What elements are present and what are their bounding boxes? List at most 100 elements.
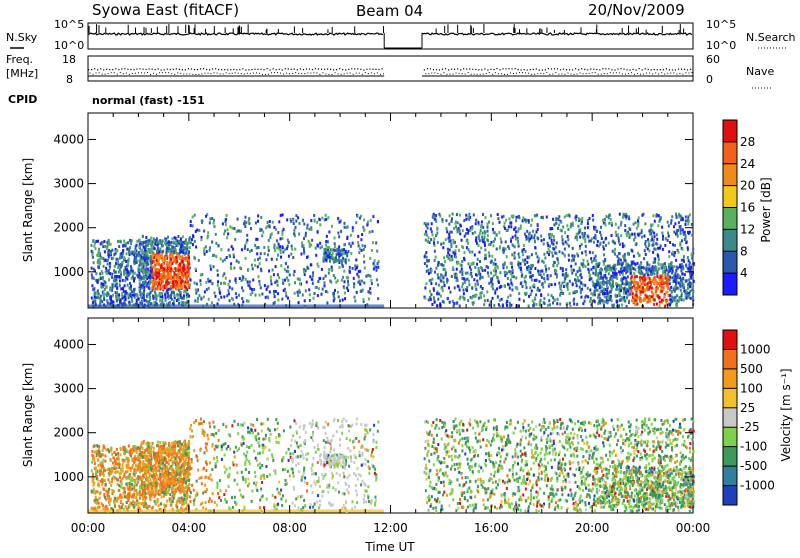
echo-pixel [509,287,511,290]
echo-pixel [183,263,185,266]
echo-pixel [616,300,618,303]
echo-pixel [482,226,484,229]
echo-pixel [225,218,227,221]
echo-pixel [125,298,127,301]
echo-pixel [546,277,548,280]
echo-pixel [134,249,136,252]
echo-pixel [207,278,209,281]
echo-pixel [116,283,118,286]
freq-dot [266,68,267,69]
echo-pixel [228,249,230,252]
echo-pixel [503,249,505,252]
echo-pixel [274,295,276,298]
echo-pixel [662,248,664,251]
echo-pixel [538,273,540,276]
echo-pixel [668,235,670,238]
echo-pixel [424,255,426,258]
freq-dot [142,69,143,70]
echo-pixel [323,252,325,255]
echo-pixel [639,254,641,257]
echo-pixel [692,297,694,300]
freq-dot [505,68,506,69]
echo-pixel [608,267,610,270]
echo-pixel [273,226,275,229]
echo-pixel [623,287,625,290]
echo-pixel [577,276,579,279]
echo-pixel [547,244,549,247]
nave-dot [126,73,127,74]
echo-pixel [649,277,651,280]
freq-dot [200,68,201,69]
nave-dot [613,72,614,73]
echo-pixel [675,280,677,283]
echo-pixel [176,501,178,504]
freq-dot [536,68,537,69]
echo-pixel [194,282,196,285]
echo-pixel [284,248,286,251]
nave-dot [652,73,653,74]
echo-pixel [347,283,349,286]
echo-pixel [125,244,127,247]
echo-pixel [603,304,605,307]
nave-dot [374,73,375,74]
echo-pixel [629,234,631,237]
echo-pixel [556,264,558,267]
nave-dot [589,73,590,74]
freq-dot [294,68,295,69]
echo-pixel [277,254,279,257]
echo-pixel [543,297,545,300]
echo-pixel [658,263,660,266]
echo-pixel [303,247,305,250]
freq-dot [257,69,258,70]
echo-pixel [170,293,172,296]
echo-pixel [264,284,266,287]
echo-pixel [292,256,294,259]
echo-pixel [179,291,181,294]
echo-pixel [125,260,127,263]
nave-dot [174,74,175,75]
echo-pixel [316,286,318,289]
echo-pixel [140,263,142,266]
echo-pixel [499,299,501,302]
echo-pixel [314,219,316,222]
echo-pixel [186,268,188,271]
echo-pixel [364,229,366,232]
echo-pixel [681,282,683,285]
echo-pixel [620,298,622,301]
echo-pixel [525,250,527,253]
echo-pixel [657,295,659,298]
echo-pixel [334,237,336,240]
echo-pixel [526,261,528,264]
echo-pixel [425,239,427,242]
echo-pixel [303,244,305,247]
echo-pixel [274,281,276,284]
echo-pixel [624,283,626,286]
echo-pixel [484,244,486,247]
echo-pixel [91,273,93,276]
echo-pixel [597,240,599,243]
echo-pixel [170,281,172,284]
echo-pixel [336,259,338,262]
echo-pixel [645,240,647,243]
echo-pixel [622,273,624,276]
echo-pixel [257,214,259,217]
echo-pixel [353,285,355,288]
echo-pixel [678,251,680,254]
nave-dot [192,74,193,75]
echo-pixel [584,284,586,287]
nave-dot [262,74,263,75]
echo-pixel [606,285,608,288]
echo-pixel [506,304,508,307]
echo-pixel [194,257,196,260]
echo-pixel [656,303,658,306]
echo-pixel [451,220,453,223]
echo-pixel [524,218,526,221]
echo-pixel [145,236,147,239]
freq-dot [642,69,643,70]
echo-pixel [167,272,169,275]
echo-pixel [377,283,379,286]
echo-pixel [553,223,555,226]
echo-pixel [445,238,447,241]
echo-pixel [360,238,362,241]
echo-pixel [468,262,470,265]
